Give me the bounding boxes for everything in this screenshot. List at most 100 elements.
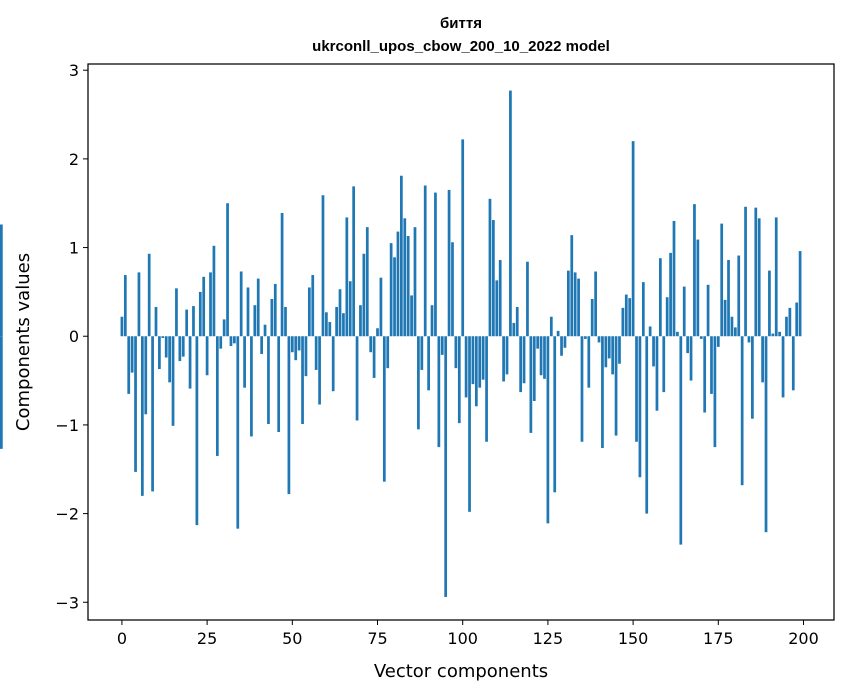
bar — [648, 326, 652, 337]
bar — [434, 192, 437, 337]
bar — [492, 220, 495, 337]
bar — [164, 336, 168, 358]
bar — [573, 272, 577, 337]
bar — [522, 336, 526, 384]
y-axis-label: Components values — [13, 253, 34, 431]
bar — [764, 336, 768, 533]
y-tick-label: −2 — [55, 505, 79, 524]
bar — [587, 336, 591, 388]
bar — [761, 336, 764, 383]
bar — [243, 336, 246, 388]
bar — [512, 322, 516, 337]
bar — [154, 306, 158, 337]
bar — [757, 218, 761, 337]
chart-subtitle: ukrconll_upos_cbow_200_10_2022 model — [312, 38, 610, 55]
bar — [485, 336, 488, 442]
bar — [662, 336, 666, 393]
bar — [659, 258, 662, 337]
bar — [669, 252, 672, 337]
bar — [553, 336, 557, 493]
bar — [641, 282, 645, 337]
bar — [229, 336, 233, 346]
bar — [580, 336, 584, 442]
bar — [140, 336, 144, 496]
bar — [301, 336, 304, 425]
bar — [365, 227, 369, 337]
bar — [372, 336, 376, 378]
bar — [468, 336, 471, 512]
y-tick-label: −1 — [55, 416, 79, 435]
bar — [706, 284, 710, 337]
bar — [488, 198, 492, 337]
x-tick-label: 200 — [788, 629, 819, 648]
x-tick-label: 75 — [367, 629, 387, 648]
bar — [355, 336, 359, 421]
x-axis-label: Vector components — [374, 661, 548, 682]
bar — [720, 223, 724, 337]
bar — [478, 336, 482, 388]
x-tick-label: 50 — [282, 629, 302, 648]
bar — [440, 336, 444, 355]
bar — [342, 313, 345, 337]
bar — [423, 185, 427, 337]
bar — [406, 236, 410, 337]
bar — [655, 336, 659, 411]
bar — [389, 243, 393, 337]
bar — [451, 242, 454, 337]
bar — [168, 336, 171, 383]
bar — [376, 328, 379, 337]
bar — [137, 272, 141, 337]
y-tick-label: 1 — [69, 239, 79, 258]
bar — [250, 336, 253, 437]
bar — [631, 141, 635, 337]
bar — [771, 333, 775, 337]
bar — [737, 255, 741, 337]
bar — [703, 336, 707, 413]
bar — [328, 322, 332, 337]
bar — [699, 336, 703, 339]
y-axis-ticks: −3 −2 −1 0 1 2 3 — [55, 61, 88, 612]
bar — [260, 336, 263, 354]
bar — [457, 336, 461, 424]
bar — [505, 336, 509, 375]
bar — [188, 336, 192, 389]
plot-frame — [87, 63, 835, 621]
bar — [584, 336, 587, 339]
bar — [382, 336, 386, 482]
bar — [532, 336, 536, 401]
bar — [304, 336, 308, 377]
bar — [219, 336, 223, 349]
bar — [120, 316, 124, 337]
bar — [437, 336, 441, 448]
bar — [689, 336, 693, 381]
bar — [519, 336, 523, 393]
bar — [362, 253, 366, 337]
bar — [481, 336, 485, 380]
bar — [601, 336, 604, 448]
bar — [594, 271, 597, 337]
bar — [273, 283, 277, 337]
bar — [171, 336, 175, 426]
bar — [788, 307, 792, 337]
bar — [192, 306, 195, 337]
bar — [277, 336, 281, 433]
y-tick-label: 2 — [69, 150, 79, 169]
bar — [198, 291, 202, 337]
bar — [747, 336, 751, 343]
bar — [744, 206, 747, 337]
bar — [318, 336, 321, 405]
bar — [147, 253, 151, 337]
bar — [393, 257, 396, 337]
y-tick-label: 0 — [69, 327, 79, 346]
bar — [127, 336, 131, 394]
bar — [618, 336, 621, 364]
x-tick-label: 175 — [703, 629, 734, 648]
bar — [498, 259, 502, 337]
bar — [348, 281, 352, 337]
bar — [400, 175, 403, 337]
bar — [267, 336, 270, 425]
bar — [215, 336, 219, 456]
bar — [798, 251, 802, 337]
bar — [287, 336, 291, 495]
bar — [297, 336, 301, 351]
